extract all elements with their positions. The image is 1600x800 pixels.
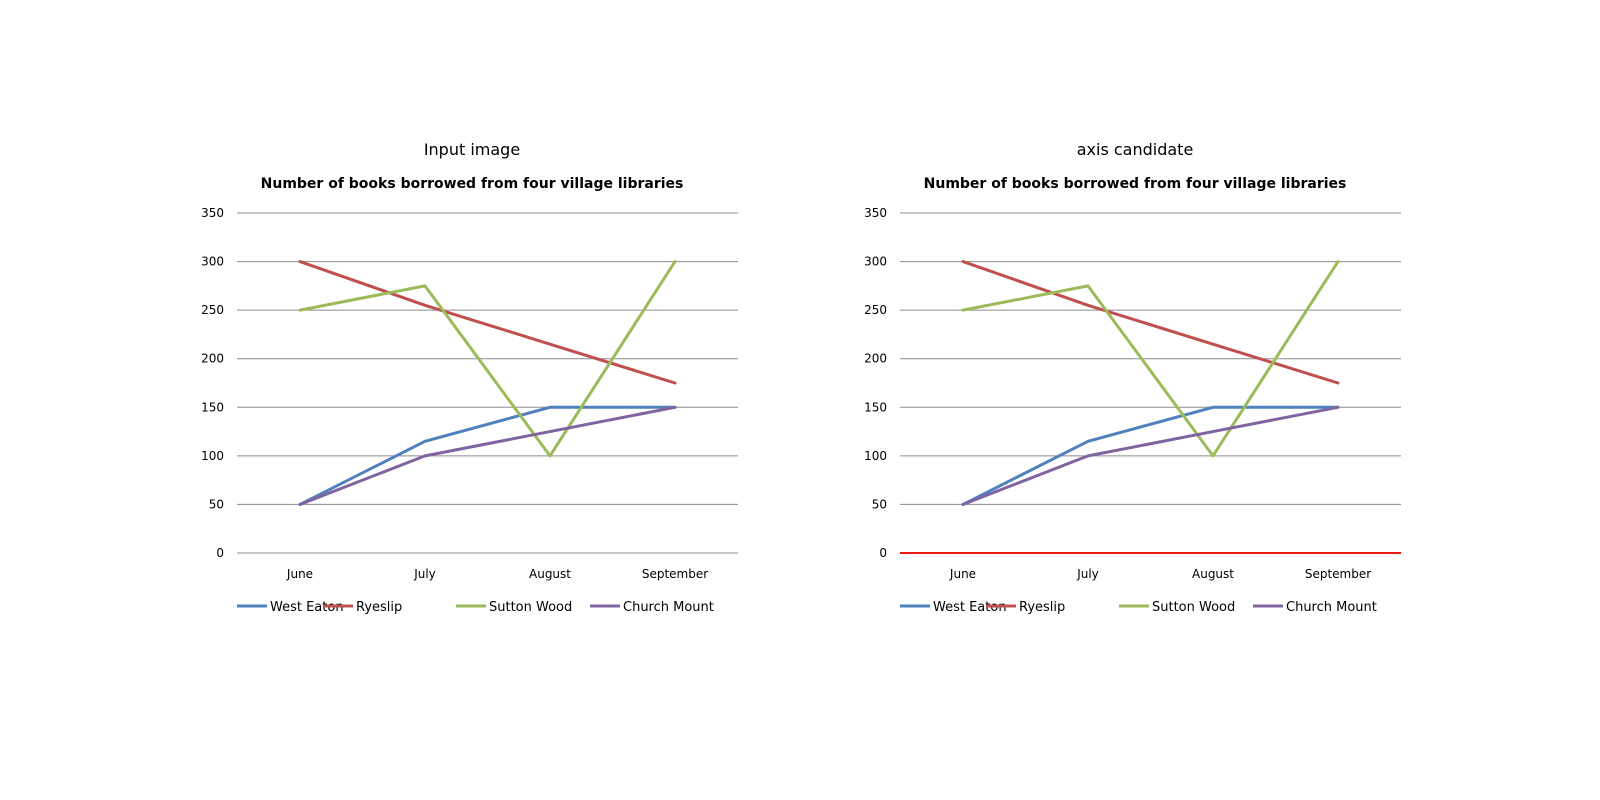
x-tick-label: August [1192, 567, 1234, 581]
legend-label: Ryeslip [1019, 600, 1065, 615]
x-tick-label: September [1305, 567, 1371, 581]
y-tick-label: 300 [201, 255, 224, 269]
x-tick-label: June [949, 567, 976, 581]
y-tick-label: 200 [864, 352, 887, 366]
chart-panel-1: Input image Number of books borrowed from… [201, 140, 738, 615]
panel-title: axis candidate [1077, 140, 1194, 159]
chart-title: Number of books borrowed from four villa… [924, 176, 1347, 192]
y-tick-label: 50 [872, 497, 887, 511]
x-tick-label: September [642, 567, 708, 581]
legend-label: West Eaton [933, 600, 1007, 615]
x-tick-label: July [1076, 567, 1099, 581]
y-tick-label: 100 [864, 449, 887, 463]
legend-label: Church Mount [1286, 600, 1377, 615]
y-tick-label: 300 [864, 255, 887, 269]
x-tick-label: July [413, 567, 436, 581]
series-line-sutton-wood [298, 260, 677, 458]
chart-panel-2: axis candidate Number of books borrowed f… [864, 140, 1401, 615]
series-line-ryeslip [298, 260, 677, 385]
y-tick-label: 50 [209, 497, 224, 511]
x-tick-label: August [529, 567, 571, 581]
y-tick-label: 0 [216, 546, 224, 560]
series-line-west-eaton [298, 405, 677, 506]
y-tick-label: 350 [201, 206, 224, 220]
legend-label: Church Mount [623, 600, 714, 615]
series-line-sutton-wood [961, 260, 1340, 458]
y-tick-label: 150 [201, 400, 224, 414]
legend-label: Sutton Wood [489, 600, 572, 615]
series-line-church-mount [961, 405, 1340, 506]
y-tick-label: 100 [201, 449, 224, 463]
series-line-west-eaton [961, 405, 1340, 506]
legend-label: Sutton Wood [1152, 600, 1235, 615]
y-tick-label: 250 [201, 303, 224, 317]
y-tick-label: 350 [864, 206, 887, 220]
chart-title: Number of books borrowed from four villa… [261, 176, 684, 192]
y-tick-label: 0 [879, 546, 887, 560]
y-tick-label: 200 [201, 352, 224, 366]
y-tick-label: 150 [864, 400, 887, 414]
y-tick-label: 250 [864, 303, 887, 317]
series-line-ryeslip [961, 260, 1340, 385]
x-tick-label: June [286, 567, 313, 581]
series-line-church-mount [298, 405, 677, 506]
legend-label: West Eaton [270, 600, 344, 615]
panel-title: Input image [424, 140, 520, 159]
legend-label: Ryeslip [356, 600, 402, 615]
